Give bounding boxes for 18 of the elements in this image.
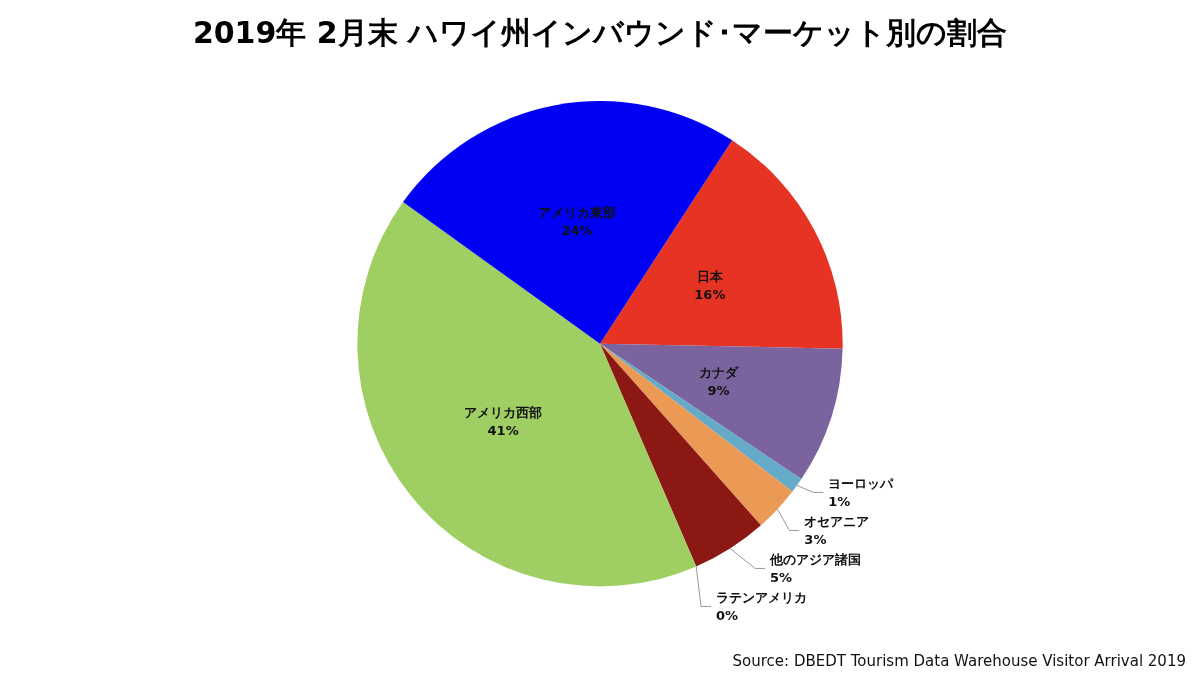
slice-label: アメリカ東部: [538, 205, 617, 221]
data-label: 16%: [694, 287, 726, 303]
slice-label: カナダ: [699, 364, 740, 380]
data-label: 24%: [561, 223, 593, 239]
source-note: Source: DBEDT Tourism Data Warehouse Visitor Arrival 2019: [732, 651, 1186, 670]
data-label: 9%: [707, 382, 730, 398]
slice-label: オセアニア: [804, 513, 870, 529]
category-label: ラテンアメリカ: [715, 589, 807, 605]
slice-label: ヨーロッパ: [828, 475, 895, 491]
data-label: 41%: [487, 423, 519, 439]
data-label: 1%: [828, 493, 851, 509]
chart-title: 2019年 2月末 ハワイ州インバウンド･マーケット別の割合: [192, 14, 1008, 50]
text: 0%: [715, 607, 739, 623]
data-label: 5%: [770, 569, 793, 585]
slice-label: 他のアジア諸国: [769, 551, 862, 567]
data-label: 3%: [804, 531, 827, 547]
slice-label: アメリカ西部: [464, 405, 543, 421]
slice-label: 日本: [696, 269, 724, 285]
